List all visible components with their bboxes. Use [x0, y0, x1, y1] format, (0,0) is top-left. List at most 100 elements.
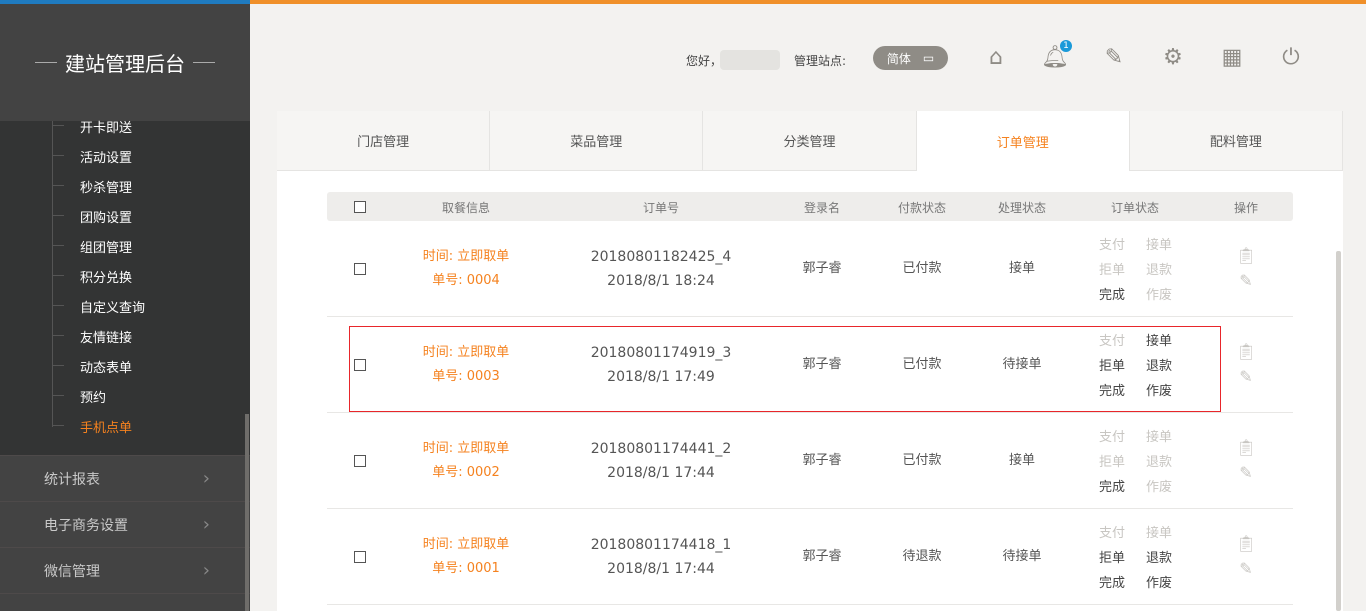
select-all-checkbox[interactable]: [354, 201, 366, 213]
sidebar: 建站管理后台 开卡即送活动设置秒杀管理团购设置组团管理积分兑换自定义查询友情链接…: [0, 4, 250, 611]
submenu-item[interactable]: 组团管理: [51, 237, 132, 256]
column-header: 操作: [1233, 201, 1259, 215]
order-action-button: 接单: [1145, 526, 1173, 541]
order-action-button[interactable]: 退款: [1145, 359, 1173, 374]
submenu-item[interactable]: 自定义查询: [51, 297, 145, 316]
sidebar-menu-item[interactable]: 电子商务设置 ›: [0, 501, 250, 547]
row-checkbox[interactable]: [354, 455, 366, 467]
column-header: 取餐信息: [441, 201, 491, 215]
order-number: 20180801174418_1: [590, 537, 732, 553]
order-action-button: 支付: [1098, 430, 1126, 445]
sidebar-menu-item[interactable]: ›: [0, 593, 250, 611]
tab[interactable]: 菜品管理: [490, 111, 704, 171]
pickup-time: 时间: 立即取单: [422, 345, 510, 360]
submenu-item[interactable]: 活动设置: [51, 147, 132, 166]
table-row: 时间: 立即取单 单号: 0004 20180801182425_4 2018/…: [327, 221, 1293, 317]
sidebar-scrollbar[interactable]: [245, 414, 249, 611]
order-action-button: 支付: [1098, 526, 1126, 541]
pickup-number: 单号: 0004: [432, 273, 500, 288]
processing-status: 待接单: [1002, 357, 1042, 372]
edit-icon[interactable]: ✎: [1239, 463, 1253, 482]
submenu-item[interactable]: 友情链接: [51, 327, 132, 346]
power-icon[interactable]: ⏻: [1282, 45, 1300, 70]
greeting: 您好，: [686, 54, 723, 68]
tab[interactable]: 订单管理: [916, 111, 1130, 171]
order-action-button: 作废: [1145, 480, 1173, 495]
order-action-button: 退款: [1145, 263, 1173, 278]
order-action-button[interactable]: 完成: [1098, 480, 1126, 495]
order-action-button[interactable]: 完成: [1098, 576, 1126, 591]
clipboard-icon[interactable]: 📋︎: [1235, 246, 1257, 265]
gear-icon[interactable]: ⚙: [1163, 45, 1183, 70]
submenu-item[interactable]: 开卡即送: [51, 117, 132, 136]
language-site-button[interactable]: 简体 ▭: [873, 46, 948, 70]
scrollbar[interactable]: [1336, 251, 1341, 611]
order-action-button[interactable]: 完成: [1098, 384, 1126, 399]
order-action-button: 接单: [1145, 430, 1173, 445]
home-icon[interactable]: ⌂: [989, 45, 1003, 70]
edit-icon[interactable]: ✎: [1239, 367, 1253, 386]
order-action-button[interactable]: 接单: [1145, 334, 1173, 349]
submenu-item[interactable]: 动态表单: [51, 357, 132, 376]
login-name: 郭子睿: [802, 549, 842, 564]
order-date: 2018/8/1 17:44: [607, 561, 715, 577]
order-action-button: 支付: [1098, 238, 1126, 253]
table-row: 时间: 立即取单 单号: 0003 20180801174919_3 2018/…: [327, 317, 1293, 413]
processing-status: 接单: [1008, 453, 1036, 468]
lang-label: 简体: [886, 51, 911, 66]
tab[interactable]: 门店管理: [277, 111, 491, 171]
menu-label: 微信管理: [44, 563, 100, 580]
top-accent-bar: [250, 0, 1366, 4]
order-action-button[interactable]: 拒单: [1098, 359, 1126, 374]
order-action-button: 支付: [1098, 334, 1126, 349]
sidebar-menu-item[interactable]: 统计报表 ›: [0, 455, 250, 501]
column-header: 处理状态: [997, 201, 1047, 215]
payment-status: 已付款: [902, 261, 942, 276]
edit-icon[interactable]: ✎: [1104, 45, 1124, 70]
pickup-number: 单号: 0001: [432, 561, 500, 576]
order-action-button: 退款: [1145, 455, 1173, 470]
submenu-item[interactable]: 手机点单: [51, 417, 132, 436]
pickup-time: 时间: 立即取单: [422, 441, 510, 456]
menu-label: 电子商务设置: [44, 517, 128, 534]
tab[interactable]: 配料管理: [1129, 111, 1344, 171]
submenu-item[interactable]: 积分兑换: [51, 267, 132, 286]
grid-icon[interactable]: ▦: [1221, 45, 1243, 70]
monitor-icon: ▭: [922, 51, 935, 65]
order-action-button[interactable]: 完成: [1098, 288, 1126, 303]
row-checkbox[interactable]: [354, 359, 366, 371]
login-name: 郭子睿: [802, 357, 842, 372]
sidebar-menu-item[interactable]: 微信管理 ›: [0, 547, 250, 593]
submenu-item[interactable]: 预约: [51, 387, 106, 406]
menu-label: 统计报表: [44, 471, 100, 488]
column-header: 登录名: [803, 201, 841, 215]
order-action-button[interactable]: 作废: [1145, 576, 1173, 591]
order-action-button[interactable]: 退款: [1145, 551, 1173, 566]
order-date: 2018/8/1 17:49: [607, 369, 715, 385]
row-checkbox[interactable]: [354, 263, 366, 275]
edit-icon[interactable]: ✎: [1239, 271, 1253, 290]
chevron-right-icon: ›: [202, 560, 210, 581]
tab[interactable]: 分类管理: [703, 111, 917, 171]
submenu-item[interactable]: 秒杀管理: [51, 177, 132, 196]
edit-icon[interactable]: ✎: [1239, 559, 1253, 578]
clipboard-icon[interactable]: 📋︎: [1235, 534, 1257, 553]
pickup-number: 单号: 0003: [432, 369, 500, 384]
order-action-button[interactable]: 作废: [1145, 384, 1173, 399]
processing-status: 待接单: [1002, 549, 1042, 564]
submenu-item[interactable]: 团购设置: [51, 207, 132, 226]
notification-badge: 1: [1060, 40, 1072, 52]
clipboard-icon[interactable]: 📋︎: [1235, 438, 1257, 457]
brand: 建站管理后台: [0, 4, 250, 121]
chevron-right-icon: ›: [202, 468, 210, 489]
order-action-button: 拒单: [1098, 263, 1126, 278]
order-action-button[interactable]: 拒单: [1098, 551, 1126, 566]
order-number: 20180801182425_4: [590, 249, 732, 265]
order-number: 20180801174919_3: [590, 345, 732, 361]
clipboard-icon[interactable]: 📋︎: [1235, 342, 1257, 361]
row-checkbox[interactable]: [354, 551, 366, 563]
order-date: 2018/8/1 18:24: [607, 273, 715, 289]
bell-icon[interactable]: 🔔︎ 1: [1041, 40, 1072, 72]
table-header: 取餐信息 订单号 登录名 付款状态 处理状态 订单状态 操作: [327, 192, 1293, 221]
content-card: 门店管理 菜品管理 分类管理 订单管理 配料管理 取餐信息 订单号 登录名 付款状态 处理状态 订…: [277, 111, 1344, 611]
